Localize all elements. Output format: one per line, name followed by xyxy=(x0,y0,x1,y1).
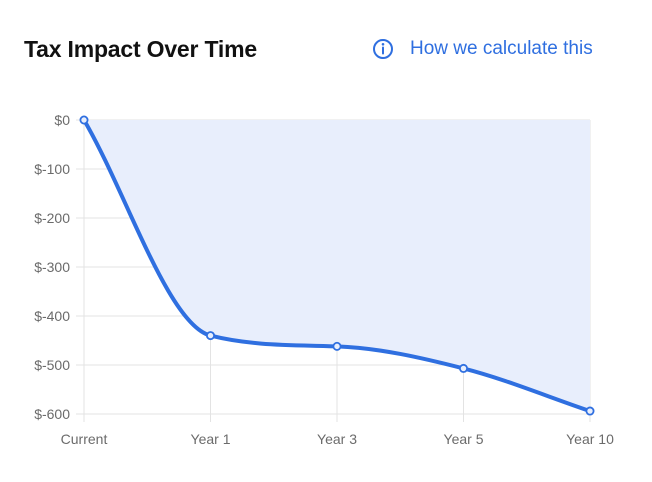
chart-area-layer xyxy=(84,120,590,412)
y-tick-label: $0 xyxy=(54,112,70,128)
x-axis-ticks: Current Year 1 Year 3 Year 5 Year 10 xyxy=(61,431,614,447)
x-tick-label: Year 10 xyxy=(566,431,614,447)
how-we-calculate-label: How we calculate this xyxy=(410,38,593,59)
y-axis-ticks: $0 $-100 $-200 $-300 $-400 $-500 $-600 xyxy=(34,112,70,422)
data-point-year-1[interactable] xyxy=(205,331,215,341)
y-tick-label: $-500 xyxy=(34,357,70,373)
y-tick-label: $-200 xyxy=(34,210,70,226)
data-point-year-3[interactable] xyxy=(332,341,342,351)
y-tick-label: $-300 xyxy=(34,259,70,275)
y-tick-label: $-600 xyxy=(34,406,70,422)
series-line xyxy=(82,118,592,414)
chart-line-layer xyxy=(82,118,592,414)
x-tick-label: Current xyxy=(61,431,108,447)
x-tick-label: Year 1 xyxy=(191,431,231,447)
data-point-current[interactable] xyxy=(79,115,89,125)
x-tick-label: Year 3 xyxy=(317,431,357,447)
y-tick-label: $-400 xyxy=(34,308,70,324)
chart-title: Tax Impact Over Time xyxy=(24,36,257,62)
info-circle-icon xyxy=(372,38,394,60)
how-we-calculate-link[interactable]: How we calculate this xyxy=(372,38,593,60)
data-point-year-5[interactable] xyxy=(458,363,468,373)
series-area xyxy=(84,120,590,412)
chart-point-layer xyxy=(79,115,595,416)
y-tick-label: $-100 xyxy=(34,161,70,177)
chart-header: Tax Impact Over Time How we calculate th… xyxy=(24,36,624,66)
data-point-year-10[interactable] xyxy=(585,406,595,416)
x-tick-label: Year 5 xyxy=(444,431,484,447)
